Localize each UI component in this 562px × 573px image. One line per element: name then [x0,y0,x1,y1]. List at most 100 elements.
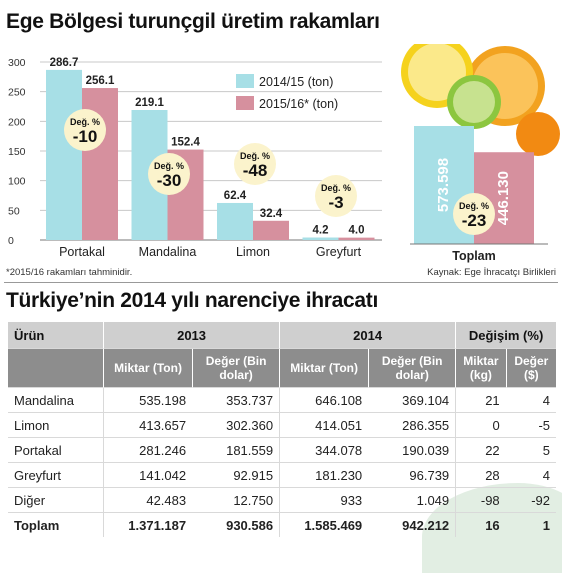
y-tick-label: 200 [8,116,26,128]
table-cell: 141.042 [103,463,193,488]
table-cell: 5 [505,438,556,463]
bar [253,220,289,240]
table-cell: 933 [279,488,369,513]
table-row: Diğer 42.483 12.750 933 1.049 -98 -92 [8,488,556,513]
chart-title: Ege Bölgesi turunçgil üretim rakamları [6,10,380,33]
change-badge [64,109,106,151]
table-cell: 4 [505,388,556,413]
table-cell: 646.108 [279,388,369,413]
table-cell: 1.049 [368,488,456,513]
total-category-label: Toplam [452,249,496,263]
table-cell: 369.104 [368,388,456,413]
total-value-label: 446.130 [495,171,512,225]
product-name-cell: Mandalina [8,388,104,413]
table-cell: 1.371.187 [103,513,192,537]
production-bar-chart: 0 50 100 150 200 250 300 286.7 256.1 Portakal 219.… [8,44,560,263]
table-cell: 0 [455,413,506,438]
bar [338,237,375,240]
product-name-cell: Diğer [8,488,104,513]
data-label: 256.1 [86,75,115,87]
legend-label: 2014/15 (ton) [259,75,333,89]
legend-label: 2015/16* (ton) [259,97,338,111]
table-cell: 1.585.469 [279,513,368,537]
table-cell: 12.750 [192,488,280,513]
table-cell: 414.051 [279,413,369,438]
subheader-qty-2014: Miktar (Ton) [279,349,369,388]
bar [302,237,339,240]
category-label: Portakal [59,245,105,259]
data-label: 286.7 [50,57,79,69]
category-label: Greyfurt [316,245,362,259]
y-tick-label: 100 [8,176,26,188]
data-label: 4.0 [349,225,365,237]
table-cell: 42.483 [103,488,193,513]
export-table: Ürün 2013 2014 Değişim (%) Miktar (Ton) … [8,322,556,537]
data-label: 62.4 [224,190,247,202]
table-cell: 190.039 [368,438,456,463]
change-badge-value: -10 [73,127,98,146]
lemon-fruit-illustration [408,44,466,101]
table-cell: 353.737 [192,388,280,413]
data-label: 4.2 [313,225,329,237]
change-badge [148,153,190,195]
change-badge [315,175,357,217]
table-cell: 92.915 [192,463,280,488]
y-tick-label: 300 [8,57,26,69]
change-badge-value: -3 [328,193,343,212]
table-cell: 286.355 [368,413,456,438]
table-cell: 181.559 [192,438,280,463]
change-badge-value: -23 [462,211,487,230]
legend-swatch [236,74,254,88]
source-note: Kaynak: Ege İhracatçı Birlikleri [427,267,556,278]
y-tick-label: 50 [8,205,20,217]
table-cell: 302.360 [192,413,280,438]
y-tick-label: 150 [8,146,26,158]
col-2013-header: 2013 [103,322,280,349]
col-change-header: Değişim (%) [455,322,556,349]
table-row: Limon 413.657 302.360 414.051 286.355 0 -5 [8,413,556,438]
table-cell: 4 [505,463,556,488]
y-tick-label: 250 [8,87,26,99]
col-product-header: Ürün [8,322,104,349]
subheader-val-2013: Değer (Bin dolar) [192,349,280,388]
change-badge-label: Değ. % [321,183,351,193]
orange-fruit-illustration [516,112,560,156]
table-cell: 535.198 [103,388,193,413]
table-cell: 281.246 [103,438,193,463]
table-cell: -92 [505,488,556,513]
legend-swatch [236,96,254,110]
subheader-blank [8,349,104,388]
data-label: 219.1 [135,97,164,109]
table-cell: 28 [455,463,506,488]
subheader-chg-val: Değer ($) [505,349,556,388]
category-label: Limon [236,245,270,259]
bar [217,202,253,240]
change-badge-label: Değ. % [459,201,489,211]
total-value-label: 573.598 [435,158,452,212]
table-cell: 21 [455,388,506,413]
table-cell: -98 [455,488,506,513]
change-badge-label: Değ. % [70,117,100,127]
table-subheader-row: Miktar (Ton) Değer (Bin dolar) Miktar (T… [8,349,556,388]
table-cell: 96.739 [368,463,456,488]
table-title: Türkiye’nin 2014 yılı narenciye ihracatı [6,289,379,312]
table-cell: 344.078 [279,438,369,463]
table-cell: -5 [505,413,556,438]
data-label: 152.4 [171,137,200,149]
bar [46,69,82,241]
table-cell: 16 [455,513,506,537]
data-label: 32.4 [260,208,283,220]
table-cell: 930.586 [226,517,274,533]
table-row: Greyfurt 141.042 92.915 181.230 96.739 28 4 [8,463,556,488]
category-label: Mandalina [139,245,197,259]
footnote: *2015/16 rakamları tahminidir. [6,267,133,278]
change-badge-label: Değ. % [154,161,184,171]
table-cell: 942.212 [402,517,450,533]
table-row: Mandalina 535.198 353.737 646.108 369.104 21 4 [8,388,556,413]
table-cell: 181.230 [279,463,369,488]
table-total-row: Toplam 1.371.187 930.586 1.585.469 942.212 16… [8,513,556,537]
table-cell: 413.657 [103,413,193,438]
change-badge-value: -30 [157,171,182,190]
subheader-val-2014: Değer (Bin dolar) [368,349,456,388]
subheader-chg-qty: Miktar (kg) [455,349,506,388]
